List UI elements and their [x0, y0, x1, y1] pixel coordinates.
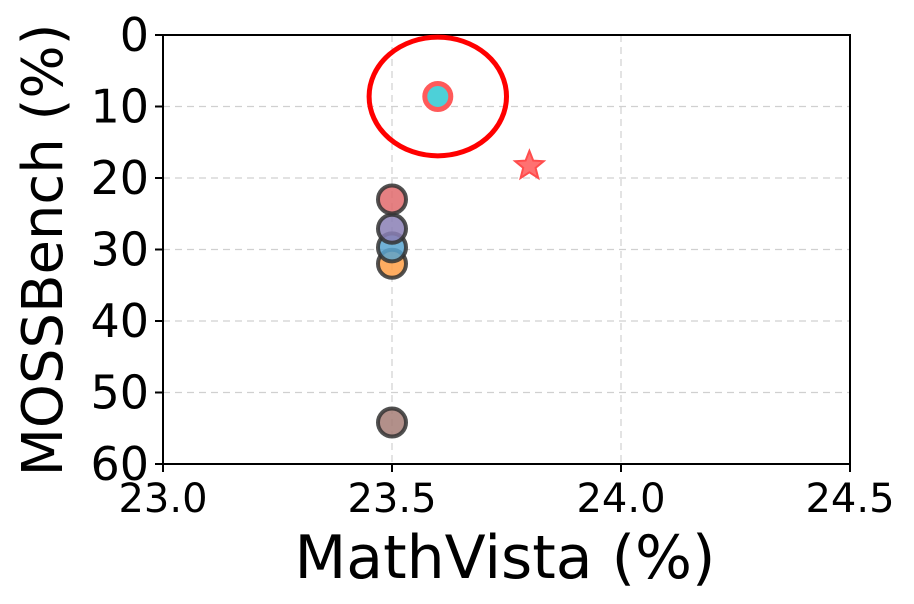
- data-point: [376, 212, 408, 245]
- x-tick-label: 24.0: [576, 476, 665, 522]
- x-tick-label: 23.0: [118, 476, 207, 522]
- data-point: [376, 406, 408, 439]
- x-axis-title: MathVista (%): [295, 523, 716, 593]
- x-tick-label: 24.5: [805, 476, 894, 522]
- x-tick-label: 23.5: [347, 476, 436, 522]
- y-tick-label: 10: [90, 80, 149, 134]
- y-axis-title: MOSSBench (%): [11, 24, 76, 477]
- star-marker: [512, 148, 547, 181]
- y-tick-label: 20: [90, 151, 149, 205]
- highlighted-point: [422, 80, 454, 112]
- y-tick-label: 50: [90, 366, 149, 420]
- highlight-ellipse: [366, 34, 509, 159]
- y-tick-label: 30: [90, 223, 149, 277]
- y-tick-label: 60: [90, 437, 149, 491]
- data-points: [376, 80, 547, 439]
- y-tick-label: 40: [90, 294, 149, 348]
- annotations: [366, 34, 509, 159]
- axis-ticks: 23.0 23.5 24.0 24.5 0 10 20 30 40 50 60: [90, 8, 894, 522]
- y-tick-label: 0: [120, 8, 149, 62]
- data-point: [376, 183, 408, 216]
